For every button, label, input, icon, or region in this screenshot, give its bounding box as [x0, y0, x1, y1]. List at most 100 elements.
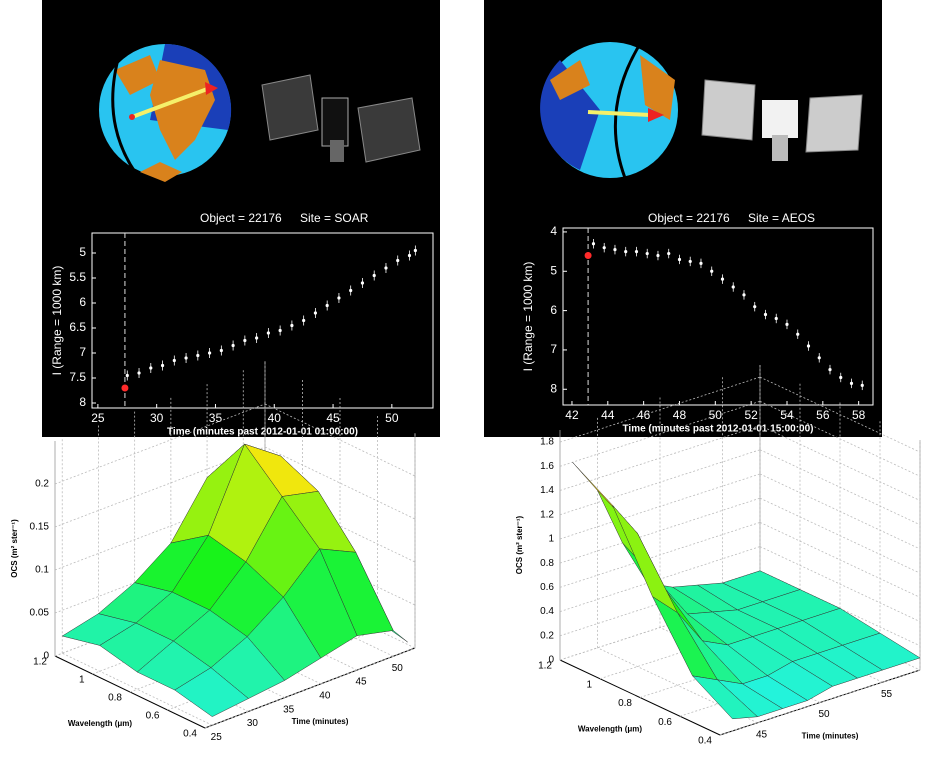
- data-point: [326, 304, 329, 307]
- y-tick-label: 7: [550, 342, 557, 356]
- y-tick-label: 4: [550, 224, 557, 238]
- data-point: [710, 270, 713, 273]
- y-tick-label: 5.5: [69, 270, 86, 284]
- y-tick-label: 6.5: [69, 320, 86, 334]
- data-point: [839, 376, 842, 379]
- x-tick-label: 42: [565, 408, 579, 422]
- data-point: [656, 254, 659, 257]
- y-tick-label: 5: [550, 263, 557, 277]
- data-point: [764, 313, 767, 316]
- data-point: [646, 252, 649, 255]
- data-point: [337, 296, 340, 299]
- data-point: [678, 258, 681, 261]
- caption: Site = AEOS: [748, 211, 815, 225]
- x-axis-label: Time (minutes past 2012-01-01 15:00:00): [622, 424, 813, 435]
- data-point: [161, 364, 164, 367]
- z-tick-label: 1: [548, 534, 554, 545]
- caption: Site = SOAR: [300, 211, 369, 225]
- y-tick-label: 8: [79, 395, 86, 409]
- x-tick-label: 56: [816, 408, 830, 422]
- data-point: [742, 293, 745, 296]
- data-point: [384, 266, 387, 269]
- x-tick-label: 52: [744, 408, 758, 422]
- y-tick-label: 8: [550, 381, 557, 395]
- data-point: [775, 317, 778, 320]
- z-tick-label: 1.2: [540, 509, 554, 520]
- z-tick-label: 0.8: [540, 558, 554, 569]
- data-point: [220, 349, 223, 352]
- highlight-point: [585, 252, 592, 259]
- z-axis-label: OCS (m² ster⁻¹): [10, 519, 19, 578]
- y-tick-label: 0.8: [108, 693, 122, 704]
- x-tick-label: 30: [247, 718, 259, 729]
- data-point: [624, 250, 627, 253]
- data-point: [667, 252, 670, 255]
- x-tick-label: 25: [211, 732, 223, 743]
- z-tick-label: 1.8: [540, 437, 554, 448]
- x-axis-label: Time (minutes past 2012-01-01 01:00:00): [167, 427, 358, 438]
- y-tick-label: 7.5: [69, 370, 86, 384]
- y-axis-label: I (Range = 1000 km): [521, 262, 535, 372]
- data-point: [349, 289, 352, 292]
- data-point: [796, 333, 799, 336]
- x-tick-label: 50: [392, 663, 404, 674]
- data-point: [137, 371, 140, 374]
- x-tick-label: 50: [818, 709, 830, 720]
- y-tick-label: 5: [79, 245, 86, 259]
- x-tick-label: 35: [283, 704, 295, 715]
- data-point: [414, 249, 417, 252]
- data-point: [279, 329, 282, 332]
- y-tick-label: 6: [79, 295, 86, 309]
- data-point: [613, 248, 616, 251]
- x-tick-label: 30: [150, 411, 164, 425]
- data-point: [361, 281, 364, 284]
- data-point: [818, 356, 821, 359]
- data-point: [314, 311, 317, 314]
- z-tick-label: 1.6: [540, 461, 554, 472]
- caption: Object = 22176: [648, 211, 730, 225]
- z-axis-label: OCS (m² ster⁻¹): [515, 515, 524, 574]
- z-tick-label: 0.2: [540, 630, 554, 641]
- caption: Object = 22176: [200, 211, 282, 225]
- z-tick-label: 0.2: [35, 479, 49, 490]
- data-point: [173, 359, 176, 362]
- y-tick-label: 0.4: [183, 729, 197, 740]
- x-tick-label: 50: [709, 408, 723, 422]
- data-point: [732, 285, 735, 288]
- data-point: [184, 356, 187, 359]
- data-point: [255, 336, 258, 339]
- data-point: [373, 274, 376, 277]
- y-tick-label: 0.8: [618, 698, 632, 709]
- x-tick-label: 54: [780, 408, 794, 422]
- z-tick-label: 0.6: [540, 582, 554, 593]
- data-point: [635, 250, 638, 253]
- data-point: [243, 339, 246, 342]
- x-tick-label: 45: [356, 677, 368, 688]
- data-point: [196, 354, 199, 357]
- y-tick-label: 7: [79, 345, 86, 359]
- y-tick-label: 0.6: [146, 711, 160, 722]
- z-tick-label: 0.1: [35, 565, 49, 576]
- data-point: [396, 259, 399, 262]
- x-tick-label: 48: [673, 408, 687, 422]
- data-point: [850, 382, 853, 385]
- x-axis-label: Time (minutes): [802, 732, 859, 741]
- y-tick-label: 1: [586, 679, 592, 690]
- y-tick-label: 1: [79, 675, 85, 686]
- z-tick-label: 0.4: [540, 606, 554, 617]
- y-tick-label: 1.2: [33, 657, 47, 668]
- x-tick-label: 45: [756, 729, 768, 740]
- data-point: [753, 305, 756, 308]
- z-tick-label: 1.4: [540, 485, 554, 496]
- x-tick-label: 40: [268, 411, 282, 425]
- x-tick-label: 44: [601, 408, 615, 422]
- y-axis-label: I (Range = 1000 km): [50, 266, 64, 376]
- data-point: [828, 368, 831, 371]
- data-point: [689, 260, 692, 263]
- y-axis-label: Wavelength (μm): [68, 719, 132, 728]
- data-point: [699, 262, 702, 265]
- highlight-point: [121, 385, 128, 392]
- x-tick-label: 58: [852, 408, 866, 422]
- y-tick-label: 6: [550, 303, 557, 317]
- x-tick-label: 40: [319, 691, 331, 702]
